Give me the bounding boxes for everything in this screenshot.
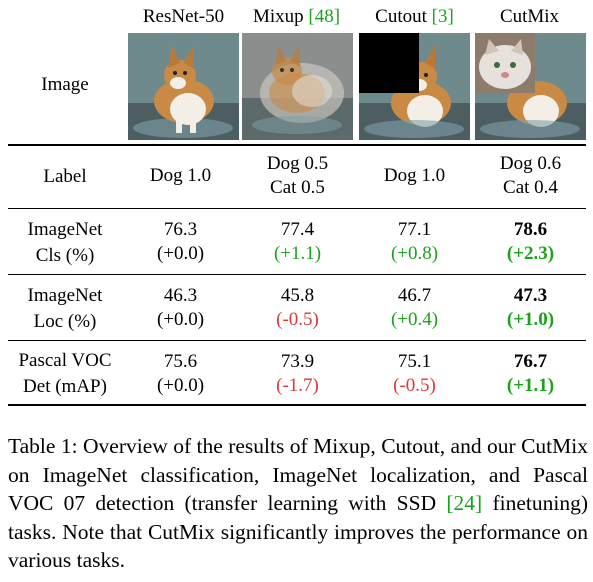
cls-cutmix-delta: (+2.3) (506, 243, 555, 264)
rule-label (8, 208, 586, 209)
header-cutout: Cutout [3] (359, 6, 470, 28)
det-cutout-delta: (-0.5) (393, 375, 436, 396)
cutout-image (359, 33, 470, 140)
image-row-label: Image (41, 74, 89, 95)
cls-resnet50-delta: (+0.0) (156, 243, 205, 264)
det-resnet50-value: 75.6 (163, 351, 198, 372)
loc-cutout-value: 46.7 (397, 285, 432, 306)
det-row-label-line1: Pascal VOC (18, 350, 112, 371)
header-cutout-name: Cutout (375, 6, 432, 27)
loc-mixup-delta: (-0.5) (276, 309, 319, 330)
label-mixup-line2: Cat 0.5 (270, 177, 325, 198)
cls-resnet50-value: 76.3 (163, 219, 198, 240)
caption-part2: finetuning) tasks. Note that CutMix sign… (8, 491, 588, 572)
det-resnet50: 75.6 (+0.0) (118, 350, 243, 398)
label-cutmix: Dog 0.6 Cat 0.4 (468, 152, 593, 200)
cls-cutout: 77.1 (+0.8) (352, 218, 477, 266)
header-mixup: Mixup [48] (238, 6, 355, 28)
header-cutmix-name: CutMix (499, 6, 560, 27)
det-row-label: Pascal VOC Det (mAP) (0, 348, 130, 400)
label-row-label: Label (43, 166, 87, 187)
cls-cutmix: 78.6 (+2.3) (468, 218, 593, 266)
det-cutmix-delta: (+1.1) (506, 375, 555, 396)
mixup-image (242, 33, 353, 140)
cls-row-label: ImageNet Cls (%) (0, 217, 130, 269)
label-cutmix-line1: Dog 0.6 (499, 153, 562, 174)
loc-row-label-line2: Loc (%) (33, 311, 97, 332)
loc-cutmix-value: 47.3 (513, 285, 548, 306)
det-cutout-value: 75.1 (397, 351, 432, 372)
rule-bottom (8, 404, 586, 406)
det-cutmix-value: 76.7 (513, 351, 548, 372)
label-cutmix-line2: Cat 0.4 (503, 177, 558, 198)
header-cutout-cite[interactable]: [3] (431, 6, 454, 27)
det-mixup: 73.9 (-1.7) (235, 350, 360, 398)
label-mixup-line1: Dog 0.5 (266, 153, 329, 174)
loc-resnet50-value: 46.3 (163, 285, 198, 306)
label-resnet50: Dog 1.0 (118, 164, 243, 188)
rule-loc (8, 340, 586, 341)
label-mixup: Dog 0.5 Cat 0.5 (235, 152, 360, 200)
label-resnet50-line1: Dog 1.0 (149, 165, 212, 186)
header-mixup-name: Mixup (252, 6, 309, 27)
label-cutout-line1: Dog 1.0 (383, 165, 446, 186)
caption-part1: Table 1: Overview of the results of Mixu… (8, 434, 588, 515)
rule-header (8, 144, 586, 146)
header-mixup-cite[interactable]: [48] (308, 6, 341, 27)
loc-cutmix-delta: (+1.0) (506, 309, 555, 330)
resnet50-image (128, 33, 239, 140)
cls-resnet50: 76.3 (+0.0) (118, 218, 243, 266)
cls-cutout-delta: (+0.8) (390, 243, 439, 264)
loc-resnet50: 46.3 (+0.0) (118, 284, 243, 332)
det-cutout: 75.1 (-0.5) (352, 350, 477, 398)
table-caption: Table 1: Overview of the results of Mixu… (8, 432, 588, 575)
loc-resnet50-delta: (+0.0) (156, 309, 205, 330)
cls-row-label-line2: Cls (%) (35, 245, 95, 266)
det-resnet50-delta: (+0.0) (156, 375, 205, 396)
loc-cutout-delta: (+0.4) (390, 309, 439, 330)
loc-cutmix: 47.3 (+1.0) (468, 284, 593, 332)
header-resnet50: ResNet-50 (128, 6, 239, 28)
caption-cite[interactable]: [24] (446, 491, 483, 515)
label-cutout: Dog 1.0 (352, 164, 477, 188)
det-row-label-line2: Det (mAP) (23, 376, 107, 397)
det-cutmix: 76.7 (+1.1) (468, 350, 593, 398)
loc-row-label: ImageNet Loc (%) (0, 283, 130, 335)
cls-cutout-value: 77.1 (397, 219, 432, 240)
header-cutmix: CutMix (474, 6, 585, 28)
cutmix-image (475, 33, 586, 140)
loc-cutout: 46.7 (+0.4) (352, 284, 477, 332)
det-mixup-delta: (-1.7) (276, 375, 319, 396)
cls-mixup-delta: (+1.1) (273, 243, 322, 264)
cls-mixup: 77.4 (+1.1) (235, 218, 360, 266)
cls-row-label-line1: ImageNet (27, 219, 103, 240)
det-mixup-value: 73.9 (280, 351, 315, 372)
loc-mixup-value: 45.8 (280, 285, 315, 306)
cls-mixup-value: 77.4 (280, 219, 315, 240)
rule-cls (8, 274, 586, 275)
header-resnet50-name: ResNet-50 (142, 6, 225, 27)
loc-mixup: 45.8 (-0.5) (235, 284, 360, 332)
cls-cutmix-value: 78.6 (513, 219, 548, 240)
loc-row-label-line1: ImageNet (27, 285, 103, 306)
